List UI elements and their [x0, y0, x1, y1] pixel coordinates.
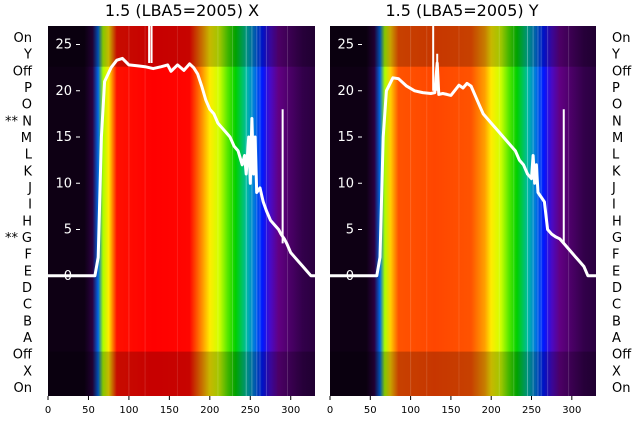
- x-tick-label: 300: [281, 405, 300, 416]
- x-tick-label: 0: [327, 405, 333, 416]
- heatmap-background: [330, 26, 596, 396]
- row-label: Y: [23, 48, 32, 63]
- row-label: K: [23, 164, 32, 179]
- band-shade-top: [48, 26, 315, 67]
- y-tick-label: 20: [55, 84, 72, 99]
- row-label: G: [22, 231, 32, 246]
- y-tick-label: 10: [55, 176, 72, 191]
- row-label: E: [24, 264, 32, 279]
- y-tick-label: 5: [346, 223, 354, 238]
- x-axis: 0 50 100 150 200 250 300: [327, 396, 581, 416]
- series-line: [330, 61, 596, 278]
- row-label: B: [612, 314, 621, 329]
- row-label: P: [612, 81, 620, 96]
- row-label: M: [612, 131, 623, 146]
- y-tick-label: 25: [55, 38, 72, 53]
- row-label: Off: [612, 64, 632, 79]
- row-label: P: [24, 81, 32, 96]
- row-label: D: [612, 281, 622, 296]
- x-axis: 0 50 100 150 200 250 300: [45, 396, 300, 416]
- x-tick-label: 150: [160, 405, 179, 416]
- row-label: H: [612, 214, 622, 229]
- streak-lines: [410, 26, 570, 396]
- y-tick-label: 20: [337, 84, 354, 99]
- row-label: O: [612, 98, 622, 113]
- y-tick-label: 5: [64, 223, 72, 238]
- x-tick-label: 50: [82, 405, 95, 416]
- row-label: On: [612, 381, 630, 396]
- row-label: C: [23, 298, 32, 313]
- row-label: D: [22, 281, 32, 296]
- row-label: Off: [13, 348, 33, 363]
- y-tick-label: 0: [346, 269, 354, 284]
- plot-area: 0 5 10 15 20 25: [330, 26, 596, 396]
- row-label: F: [25, 248, 32, 263]
- streak-lines: [128, 26, 288, 396]
- x-tick-label: 250: [522, 405, 541, 416]
- row-label: L: [612, 148, 620, 163]
- row-label: I: [612, 198, 616, 213]
- x-tick-label: 200: [200, 405, 219, 416]
- row-label: N: [612, 114, 622, 129]
- row-label: X: [612, 364, 621, 379]
- series-line: [48, 56, 315, 278]
- row-label: G: [612, 231, 622, 246]
- row-label: C: [612, 298, 621, 313]
- row-mark: **: [5, 231, 19, 246]
- row-label: L: [25, 148, 33, 163]
- row-label: J: [27, 181, 32, 196]
- row-label: On: [612, 31, 630, 46]
- y-tick-label: 10: [337, 176, 354, 191]
- row-label: F: [612, 248, 619, 263]
- y-tick-label: 15: [55, 130, 72, 145]
- x-tick-label: 200: [482, 405, 501, 416]
- y-tick-label: 25: [337, 38, 354, 53]
- x-tick-label: 100: [119, 405, 138, 416]
- row-label: J: [611, 181, 616, 196]
- row-label: Y: [611, 48, 620, 63]
- row-label: Off: [612, 348, 632, 363]
- row-label: K: [612, 164, 621, 179]
- row-label: A: [612, 331, 621, 346]
- row-label: Off: [13, 64, 33, 79]
- band-shade-bottom: [330, 351, 596, 396]
- y-tick-label: 15: [337, 130, 354, 145]
- x-tick-label: 150: [441, 405, 460, 416]
- row-label: I: [28, 198, 32, 213]
- row-label: On: [14, 31, 32, 46]
- row-label: X: [23, 364, 32, 379]
- chart-title: 1.5 (LBA5=2005) Y: [385, 1, 538, 20]
- row-label: E: [612, 264, 620, 279]
- x-tick-label: 50: [364, 405, 377, 416]
- row-label: M: [21, 131, 32, 146]
- x-tick-label: 0: [45, 405, 51, 416]
- row-label: H: [22, 214, 32, 229]
- row-label: A: [23, 331, 32, 346]
- plot-area: 0 5 10 15 20 25: [48, 26, 315, 396]
- band-shade-top: [330, 26, 596, 67]
- chart-title: 1.5 (LBA5=2005) X: [105, 1, 259, 20]
- x-tick-label: 100: [401, 405, 420, 416]
- heatmap-background: [48, 26, 315, 396]
- row-label: O: [22, 98, 32, 113]
- band-shade-bottom: [48, 351, 315, 396]
- x-tick-label: 300: [562, 405, 581, 416]
- row-label: On: [14, 381, 32, 396]
- row-label: B: [23, 314, 32, 329]
- y-tick-label: 0: [64, 269, 72, 284]
- row-mark: **: [5, 114, 19, 129]
- x-tick-label: 250: [241, 405, 260, 416]
- row-label: N: [22, 114, 32, 129]
